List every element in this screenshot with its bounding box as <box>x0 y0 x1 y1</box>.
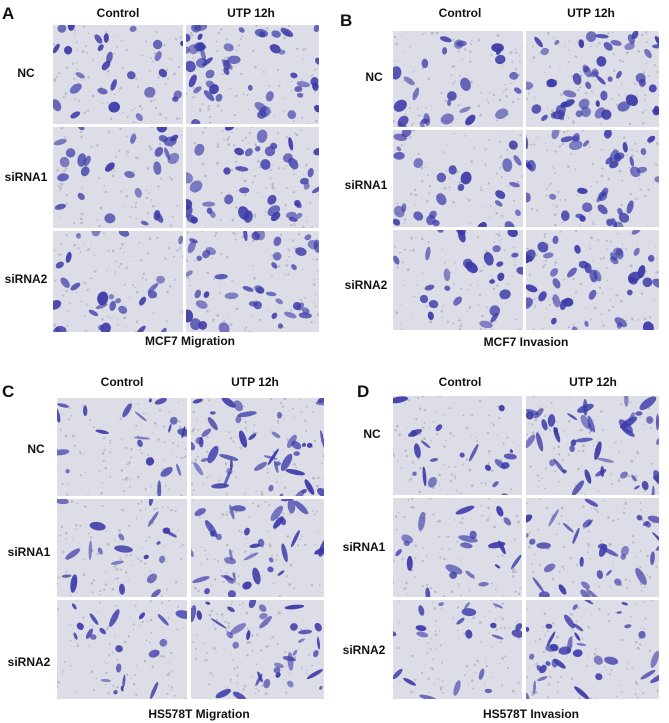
micrograph <box>393 130 523 227</box>
micrograph-texture <box>393 230 523 330</box>
micrograph-texture <box>53 25 183 124</box>
column-header: Control <box>96 6 140 20</box>
micrograph <box>526 498 659 597</box>
micrograph-texture <box>526 31 659 127</box>
micrograph-texture <box>186 25 319 124</box>
column-header: UTP 12h <box>569 375 617 389</box>
micrograph-texture <box>57 600 187 699</box>
row-header: siRNA2 <box>7 655 51 669</box>
micrograph-texture <box>186 231 319 332</box>
row-header: NC <box>17 66 35 80</box>
micrograph <box>393 600 522 699</box>
micrograph-texture <box>526 230 659 330</box>
micrograph <box>526 600 659 699</box>
row-header: siRNA2 <box>344 278 388 292</box>
row-header: siRNA1 <box>344 178 388 192</box>
micrograph <box>186 127 319 228</box>
micrograph-texture <box>393 396 522 495</box>
micrograph-texture <box>57 499 187 597</box>
column-header: UTP 12h <box>567 6 615 20</box>
micrograph-texture <box>191 600 324 699</box>
micrograph-texture <box>186 127 319 228</box>
row-header: siRNA1 <box>4 170 48 184</box>
row-header: siRNA1 <box>7 545 51 559</box>
micrograph <box>393 498 522 597</box>
micrograph <box>57 499 187 597</box>
row-header: siRNA2 <box>342 643 386 657</box>
micrograph <box>393 230 523 330</box>
micrograph-texture <box>526 130 659 227</box>
micrograph-texture <box>393 600 522 699</box>
panel-letter: C <box>2 382 15 401</box>
panel-caption: HS578T Invasion <box>482 707 580 721</box>
micrograph-texture <box>526 396 659 495</box>
panel-caption: HS578T Migration <box>148 707 250 721</box>
micrograph <box>191 499 324 597</box>
micrograph <box>53 25 183 124</box>
micrograph <box>393 31 523 127</box>
row-header: NC <box>365 70 383 84</box>
column-header: Control <box>100 375 144 389</box>
micrograph <box>57 398 187 496</box>
micrograph <box>526 31 659 127</box>
micrograph-texture <box>393 31 523 127</box>
panel-letter: D <box>357 382 370 401</box>
micrograph-texture <box>53 231 183 332</box>
panel-letter: B <box>340 11 353 30</box>
column-header: UTP 12h <box>231 375 279 389</box>
micrograph <box>186 25 319 124</box>
micrograph <box>191 600 324 699</box>
micrograph-texture <box>191 499 324 597</box>
row-header: siRNA1 <box>342 540 386 554</box>
micrograph <box>526 230 659 330</box>
micrograph <box>57 600 187 699</box>
micrograph <box>53 231 183 332</box>
column-header: Control <box>438 6 482 20</box>
micrograph <box>393 396 522 495</box>
micrograph <box>186 231 319 332</box>
micrograph <box>53 127 183 228</box>
micrograph <box>526 130 659 227</box>
micrograph-texture <box>526 600 659 699</box>
micrograph <box>526 396 659 495</box>
row-header: NC <box>363 427 381 441</box>
row-header: siRNA2 <box>4 272 48 286</box>
micrograph-texture <box>57 398 187 496</box>
column-header: UTP 12h <box>227 6 275 20</box>
micrograph-texture <box>393 498 522 597</box>
micrograph-texture <box>53 127 183 228</box>
micrograph-texture <box>526 498 659 597</box>
micrograph-texture <box>191 398 324 496</box>
column-header: Control <box>438 375 482 389</box>
panel-caption: MCF7 Migration <box>145 334 235 348</box>
micrograph <box>191 398 324 496</box>
panel-caption: MCF7 Invasion <box>483 335 569 349</box>
row-header: NC <box>27 442 45 456</box>
micrograph-texture <box>393 130 523 227</box>
panel-letter: A <box>2 4 15 23</box>
